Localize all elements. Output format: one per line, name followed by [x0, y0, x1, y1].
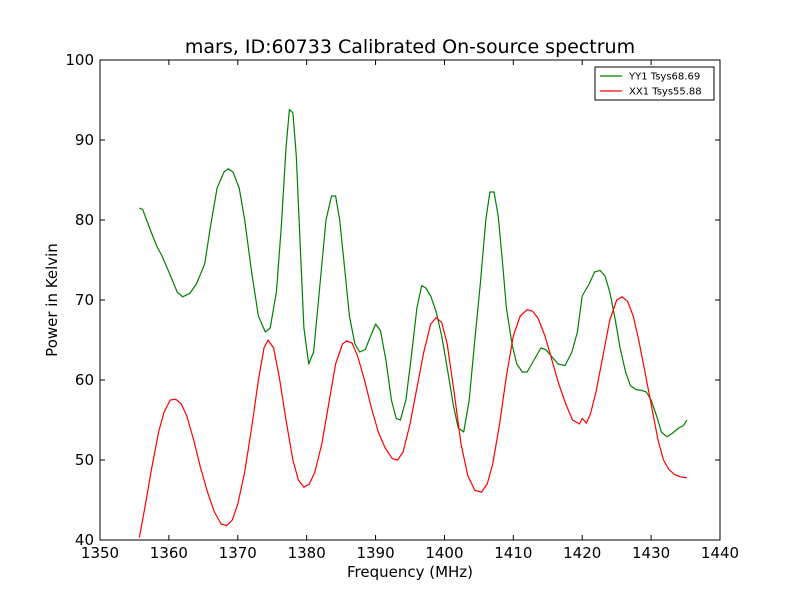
y-tick-label: 80	[75, 211, 94, 229]
chart-title: mars, ID:60733 Calibrated On-source spec…	[185, 36, 635, 58]
x-tick-label: 1400	[425, 544, 463, 562]
y-tick-label: 90	[75, 131, 94, 149]
series-line-1	[138, 296, 687, 538]
x-tick-label: 1390	[356, 544, 394, 562]
y-tick-label: 60	[75, 371, 94, 389]
x-tick-label: 1440	[701, 544, 739, 562]
x-tick-label: 1430	[632, 544, 670, 562]
legend: YY1 Tsys68.69 XX1 Tsys55.88	[594, 66, 715, 101]
legend-box	[594, 66, 715, 101]
x-tick-label: 1360	[150, 544, 188, 562]
y-axis-label: Power in Kelvin	[43, 243, 61, 357]
x-tick-label: 1370	[219, 544, 257, 562]
x-tick-label: 1350	[81, 544, 119, 562]
y-tick-label: 40	[75, 531, 94, 549]
y-tick-label: 100	[65, 51, 94, 69]
y-tick-label: 50	[75, 451, 94, 469]
y-tick-label: 70	[75, 291, 94, 309]
x-axis-ticks: 1350 1360 1370 1380 1390 1400 1410 1420 1430 1440	[81, 60, 739, 562]
y-axis-ticks: 40 50 60 70 80 90 100	[65, 51, 720, 549]
x-axis-label: Frequency (MHz)	[347, 563, 473, 581]
plot-content	[138, 108, 688, 538]
plot-frame	[99, 59, 721, 541]
x-tick-label: 1410	[494, 544, 532, 562]
x-tick-label: 1380	[288, 544, 326, 562]
series-line-0	[139, 108, 688, 438]
legend-entry-label: XX1 Tsys55.88	[629, 87, 702, 98]
legend-entry-label: YY1 Tsys68.69	[628, 72, 700, 83]
x-tick-label: 1420	[563, 544, 601, 562]
